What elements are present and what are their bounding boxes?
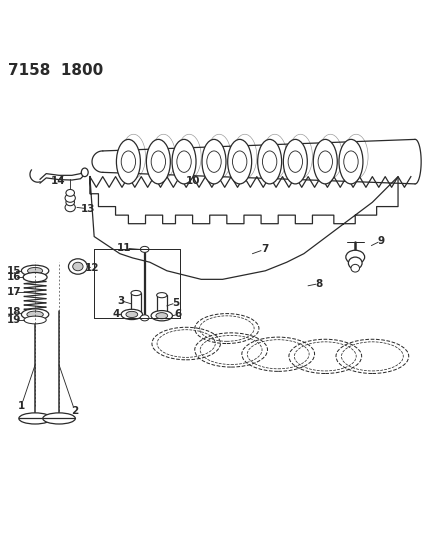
Ellipse shape — [65, 193, 75, 203]
Text: 19: 19 — [6, 314, 21, 325]
Ellipse shape — [151, 311, 172, 321]
Ellipse shape — [339, 140, 363, 184]
Ellipse shape — [232, 151, 247, 172]
Ellipse shape — [151, 151, 166, 172]
Ellipse shape — [202, 140, 226, 184]
Ellipse shape — [228, 140, 252, 184]
Ellipse shape — [66, 189, 74, 196]
Ellipse shape — [262, 151, 277, 172]
Text: 15: 15 — [6, 266, 21, 276]
Ellipse shape — [172, 140, 196, 184]
Ellipse shape — [156, 313, 168, 319]
Ellipse shape — [66, 199, 74, 206]
Ellipse shape — [318, 151, 333, 172]
Ellipse shape — [346, 250, 365, 264]
Ellipse shape — [43, 413, 75, 424]
Ellipse shape — [23, 272, 47, 282]
Ellipse shape — [344, 151, 358, 172]
Text: 7: 7 — [261, 244, 268, 254]
Ellipse shape — [131, 312, 141, 317]
Ellipse shape — [131, 290, 141, 296]
Ellipse shape — [177, 151, 191, 172]
Text: 10: 10 — [185, 176, 200, 186]
Ellipse shape — [121, 151, 136, 172]
Ellipse shape — [126, 311, 138, 318]
Ellipse shape — [19, 413, 51, 424]
Ellipse shape — [351, 264, 360, 272]
Ellipse shape — [24, 316, 46, 324]
Text: 13: 13 — [80, 204, 95, 214]
Text: 18: 18 — [6, 308, 21, 317]
Ellipse shape — [207, 151, 221, 172]
Text: 17: 17 — [6, 287, 21, 297]
Text: 6: 6 — [174, 310, 181, 319]
Text: 7158  1800: 7158 1800 — [8, 63, 103, 78]
Text: 16: 16 — [6, 272, 21, 282]
Ellipse shape — [157, 314, 167, 319]
Ellipse shape — [140, 246, 149, 253]
Ellipse shape — [140, 315, 149, 321]
Ellipse shape — [81, 168, 88, 176]
Text: 8: 8 — [315, 279, 322, 289]
Text: 4: 4 — [113, 310, 120, 319]
Text: 12: 12 — [84, 263, 99, 273]
Ellipse shape — [121, 309, 143, 320]
Ellipse shape — [313, 140, 337, 184]
Text: 2: 2 — [71, 406, 78, 416]
Ellipse shape — [21, 265, 49, 276]
Ellipse shape — [65, 203, 75, 212]
Ellipse shape — [116, 140, 140, 184]
Ellipse shape — [27, 311, 43, 318]
Text: 5: 5 — [172, 298, 179, 308]
Ellipse shape — [146, 140, 170, 184]
Text: 11: 11 — [117, 243, 131, 253]
Ellipse shape — [288, 151, 303, 172]
Text: 3: 3 — [118, 296, 125, 306]
Text: 9: 9 — [377, 236, 384, 246]
Ellipse shape — [27, 268, 43, 274]
Ellipse shape — [283, 140, 307, 184]
Text: 1: 1 — [18, 401, 25, 410]
Ellipse shape — [73, 262, 83, 271]
Ellipse shape — [348, 257, 362, 269]
Text: 14: 14 — [51, 176, 65, 186]
Ellipse shape — [21, 309, 49, 320]
Ellipse shape — [157, 293, 167, 298]
Ellipse shape — [258, 140, 282, 184]
Ellipse shape — [68, 259, 87, 274]
